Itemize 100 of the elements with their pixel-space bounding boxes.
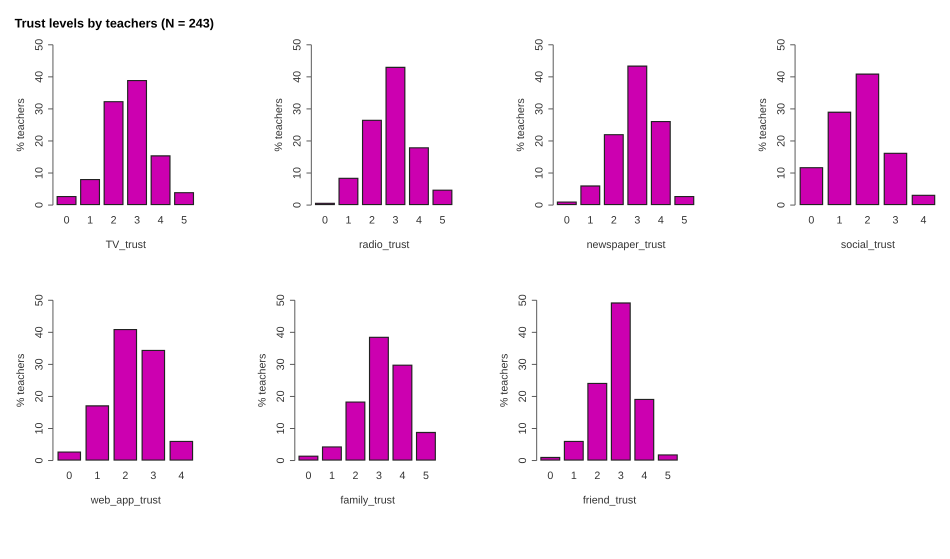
x-tick-label: 0: [808, 214, 814, 227]
x-tick-label: 5: [664, 470, 671, 482]
x-tick-label: 2: [110, 214, 117, 227]
y-tick-label: 20: [33, 134, 46, 147]
x-tick-label: 0: [322, 214, 328, 227]
chart-title: Trust levels by teachers (N = 243): [14, 16, 214, 31]
bar: [362, 120, 382, 206]
y-tick-label: 0: [275, 458, 288, 464]
x-tick-label: 5: [681, 214, 688, 227]
x-tick-label: 3: [392, 214, 398, 227]
y-axis-title: % teachers: [515, 98, 528, 152]
bar: [150, 155, 171, 206]
x-tick-label: 1: [570, 470, 577, 482]
x-axis-title: newspaper_trust: [586, 238, 666, 251]
x-tick-label: 4: [399, 470, 406, 482]
x-tick-label: 2: [610, 214, 617, 227]
bar: [338, 178, 358, 206]
y-tick-label: 20: [33, 390, 46, 402]
y-tick-label: 40: [33, 326, 46, 338]
y-axis-title: % teachers: [256, 354, 269, 408]
y-tick-label: 20: [292, 134, 304, 147]
bar: [650, 120, 671, 206]
x-tick-label: 3: [892, 214, 898, 227]
y-tick-label: 50: [775, 38, 788, 51]
bar: [674, 196, 694, 206]
x-tick-label: 3: [134, 214, 140, 227]
bar: [57, 451, 82, 461]
x-axis-title: social_trust: [840, 238, 895, 251]
y-tick-label: 40: [534, 70, 546, 83]
y-tick-label: 10: [33, 167, 46, 179]
x-tick-label: 4: [641, 470, 648, 482]
bar: [556, 201, 577, 206]
bar: [828, 112, 852, 206]
bar: [416, 432, 436, 461]
y-tick-label: 50: [275, 294, 288, 306]
y-tick-label: 10: [292, 167, 304, 179]
x-tick-label: 0: [64, 214, 70, 227]
y-tick-label: 30: [292, 102, 304, 115]
x-tick-label: 1: [94, 470, 100, 482]
bar: [56, 196, 77, 206]
bar: [604, 134, 624, 206]
x-tick-label: 4: [158, 214, 164, 227]
y-tick-label: 10: [775, 167, 788, 179]
x-axis-title: TV_trust: [106, 238, 146, 251]
x-tick-label: 1: [345, 214, 352, 227]
bar: [610, 302, 631, 461]
bar: [142, 350, 166, 461]
bar: [627, 66, 648, 206]
x-tick-label: 0: [547, 470, 554, 482]
x-tick-label: 3: [618, 470, 624, 482]
bar: [114, 329, 138, 461]
y-tick-label: 50: [33, 294, 46, 306]
bar: [912, 194, 936, 206]
y-axis-title: % teachers: [14, 354, 27, 408]
bar: [368, 336, 389, 461]
bar: [170, 440, 194, 461]
x-tick-label: 3: [634, 214, 640, 227]
bar: [322, 446, 342, 461]
y-tick-label: 30: [33, 358, 46, 370]
y-tick-label: 0: [534, 202, 546, 208]
x-tick-label: 1: [587, 214, 594, 227]
y-tick-label: 0: [33, 458, 46, 464]
bar: [392, 364, 412, 461]
bar: [884, 152, 908, 206]
x-tick-label: 0: [66, 470, 72, 482]
x-tick-label: 4: [178, 470, 184, 482]
y-tick-label: 30: [775, 102, 788, 115]
x-tick-label: 2: [368, 214, 375, 227]
x-tick-label: 5: [422, 470, 429, 482]
x-tick-label: 4: [416, 214, 422, 227]
y-tick-label: 30: [516, 358, 529, 370]
y-axis-title: % teachers: [14, 98, 27, 152]
bar: [298, 456, 318, 461]
y-tick-label: 30: [33, 102, 46, 115]
y-tick-label: 30: [275, 358, 288, 370]
bar: [800, 167, 824, 206]
x-tick-label: 2: [864, 214, 870, 227]
y-tick-label: 40: [275, 326, 288, 338]
y-tick-label: 0: [516, 458, 529, 464]
x-axis-title: web_app_trust: [90, 494, 161, 506]
x-axis-title: family_trust: [340, 494, 395, 506]
bar: [540, 456, 560, 461]
x-tick-label: 1: [836, 214, 842, 227]
x-tick-label: 0: [305, 470, 312, 482]
x-tick-label: 5: [439, 214, 446, 227]
x-tick-label: 5: [181, 214, 188, 227]
x-tick-label: 1: [87, 214, 94, 227]
y-tick-label: 50: [534, 38, 546, 51]
y-tick-label: 40: [775, 70, 788, 83]
bar: [345, 401, 366, 461]
bar: [432, 190, 452, 206]
bar: [80, 179, 100, 206]
bar: [385, 66, 406, 206]
bar: [658, 454, 678, 461]
y-tick-label: 20: [775, 134, 788, 147]
y-tick-label: 10: [275, 422, 288, 434]
y-tick-label: 40: [292, 70, 304, 83]
bar: [408, 147, 429, 206]
y-axis-title: % teachers: [498, 354, 511, 408]
y-tick-label: 20: [534, 134, 546, 147]
